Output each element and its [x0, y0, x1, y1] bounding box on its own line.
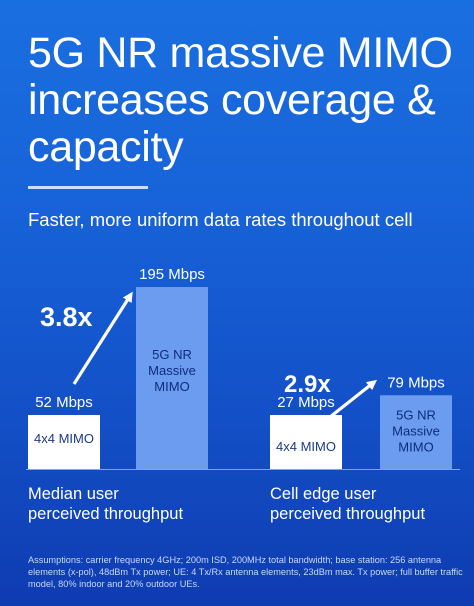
bar-label-edge-massive-line2: Massive [392, 423, 440, 438]
arrow-edge-increase [329, 379, 378, 419]
bar-label-median-massive-line3: MIMO [154, 379, 189, 394]
bar-label-median-massive-line1: 5G NR [152, 347, 192, 362]
bar-edge-4x4-mimo [270, 415, 342, 469]
caption-edge-line1: Cell edge user [270, 485, 377, 503]
page-subtitle: Faster, more uniform data rates througho… [28, 209, 413, 230]
bar-label-median-massive-line2: Massive [148, 363, 196, 378]
page-title: 5G NR massive MIMO increases coverage & … [28, 29, 453, 171]
bar-median-massive-mimo [136, 287, 208, 469]
caption-median: Median user perceived throughput [28, 484, 183, 524]
value-label-median-4x4: 52 Mbps [35, 394, 93, 411]
bar-label-edge-4x4: 4x4 MIMO [276, 439, 336, 454]
arrow-median-increase [72, 291, 133, 385]
title-divider [28, 186, 148, 189]
bar-label-median-4x4: 4x4 MIMO [34, 431, 94, 446]
caption-median-line2: perceived throughput [28, 505, 184, 523]
value-label-median-massive: 195 Mbps [139, 266, 205, 283]
caption-edge-line2: perceived throughput [270, 505, 426, 523]
bar-median-4x4-mimo [28, 415, 100, 469]
multiplier-edge: 2.9x [284, 371, 331, 398]
bar-label-edge-massive-line3: MIMO [398, 439, 433, 454]
assumptions-footnote: Assumptions: carrier frequency 4GHz; 200… [28, 555, 463, 589]
bar-label-edge-massive-line1: 5G NR [396, 407, 436, 422]
caption-cell-edge: Cell edge user perceived throughput [270, 484, 425, 524]
bar-edge-massive-mimo [380, 395, 452, 469]
value-label-edge-4x4: 27 Mbps [277, 394, 335, 411]
multiplier-median: 3.8x [40, 302, 93, 332]
value-label-edge-massive: 79 Mbps [387, 374, 445, 391]
caption-median-line1: Median user [28, 485, 119, 503]
